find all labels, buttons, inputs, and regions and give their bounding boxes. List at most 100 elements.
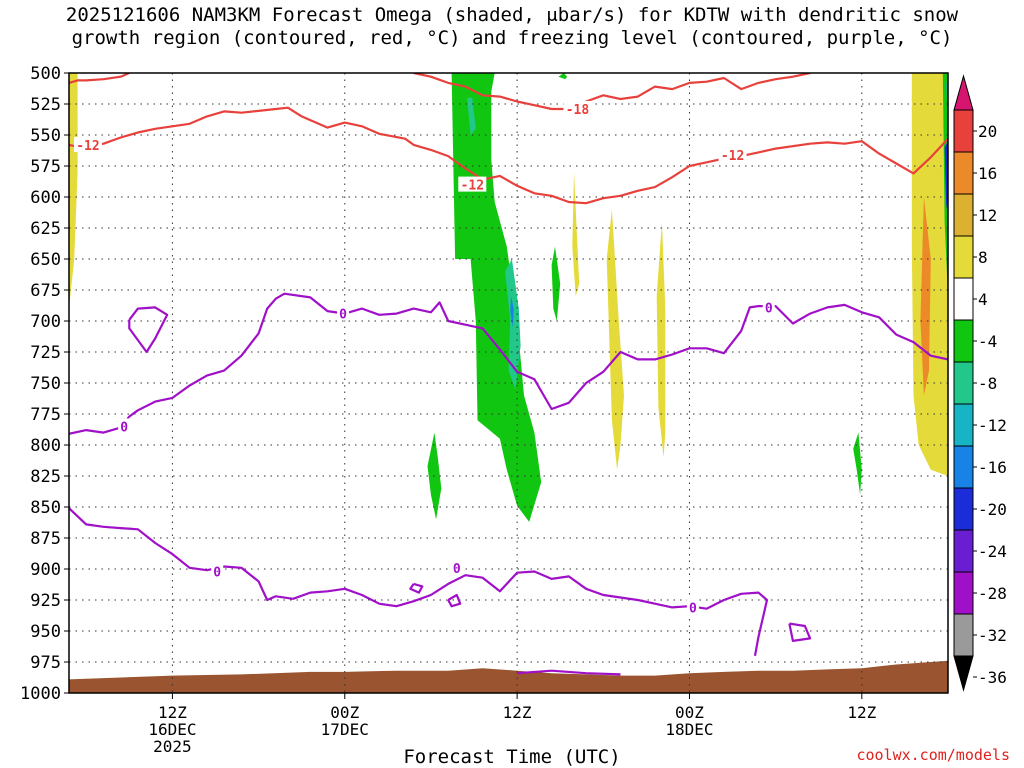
contour-purple-blob2 xyxy=(447,593,462,608)
contour-label-1: -12 xyxy=(461,179,484,194)
contour-label-bg-7 xyxy=(450,559,463,575)
shade-yellow-9 xyxy=(606,209,624,470)
colorbar-label-6: -8 xyxy=(978,374,997,393)
contour-purple-blob1 xyxy=(409,582,424,594)
contour-label-3: -12 xyxy=(721,149,744,164)
contour-label-bg-2 xyxy=(563,100,592,116)
chart-title: 2025121606 NAM3KM Forecast Omega (shaded… xyxy=(0,4,1024,50)
title-line-1: 2025121606 NAM3KM Forecast Omega (shaded… xyxy=(65,4,959,26)
y-tick-label-825: 825 xyxy=(30,467,61,487)
y-tick-label-725: 725 xyxy=(30,343,61,363)
contour-label-8: 0 xyxy=(689,601,697,616)
terrain-ground xyxy=(69,660,948,693)
x-tick-label-52-0: 12Z xyxy=(847,703,876,722)
x-tick-label-12-2: 2025 xyxy=(153,737,192,756)
colorbar-band-8 xyxy=(953,403,974,447)
contours xyxy=(69,73,948,676)
y-tick-label-950: 950 xyxy=(30,622,61,642)
contour-purple-main xyxy=(69,292,948,435)
contour-label-bg-9 xyxy=(762,299,775,315)
y-tick-label-850: 850 xyxy=(30,498,61,518)
colorbar-label-10: -24 xyxy=(978,542,1007,561)
colorbar-band-3 xyxy=(953,193,974,237)
colorbar-top-triangle xyxy=(953,74,974,111)
y-tick-label-500: 500 xyxy=(30,64,61,84)
contour-label-5: 0 xyxy=(213,565,221,580)
x-tick-label-22-0: 00Z xyxy=(330,703,359,722)
colorbar-label-1: 16 xyxy=(978,164,997,183)
contour-purple-surface xyxy=(517,669,621,676)
axes: 500 525 550 575 600 625 650 675 700 725 750 775 800 8… xyxy=(20,64,949,756)
shade-blue-14 xyxy=(944,141,948,210)
contour-purple-lower xyxy=(69,507,769,656)
shade-green-0 xyxy=(451,73,542,522)
y-tick-label-750: 750 xyxy=(30,374,61,394)
y-tick-label-975: 975 xyxy=(30,653,61,673)
contour-label-0: -12 xyxy=(76,139,99,154)
x-tick-label-42-1: 18DEC xyxy=(665,720,713,739)
x-tick-label-32-0: 12Z xyxy=(503,703,532,722)
colorbar-label-3: 8 xyxy=(978,248,988,267)
terrain-area xyxy=(69,660,948,693)
colorbar-label-4: 4 xyxy=(978,290,988,309)
contour-purple-loop xyxy=(128,306,169,354)
y-tick-label-600: 600 xyxy=(30,188,61,208)
colorbar: 20 16 12 8 4 -4 -8 -12 -16 -20 -24 -28 -32 -36 xyxy=(953,74,1007,692)
colorbar-band-2 xyxy=(953,151,974,195)
contour-label-bg-4 xyxy=(118,418,131,434)
colorbar-label-12: -32 xyxy=(978,626,1007,645)
contour-label-bg-1 xyxy=(458,176,487,192)
y-tick-label-800: 800 xyxy=(30,436,61,456)
shade-green-5 xyxy=(551,246,561,321)
colorbar-bottom-triangle xyxy=(953,655,974,692)
y-tick-label-575: 575 xyxy=(30,157,61,177)
x-tick-label-12-0: 12Z xyxy=(158,703,187,722)
colorbar-band-13 xyxy=(953,613,974,657)
contour-label-2: -18 xyxy=(566,103,590,118)
contour-labels: -12 -12 -18 -12 0 0 0 0 0 0 xyxy=(73,100,775,616)
contour-red-18 xyxy=(413,73,811,111)
colorbar-band-10 xyxy=(953,487,974,531)
contour-purple-blob3 xyxy=(788,622,812,643)
x-axis-title: Forecast Time (UTC) xyxy=(403,746,621,768)
shade-green-13 xyxy=(942,73,948,297)
y-tick-label-900: 900 xyxy=(30,560,61,580)
colorbar-band-1 xyxy=(953,109,974,153)
shade-yellow-10 xyxy=(656,221,666,458)
y-tick-label-525: 525 xyxy=(30,95,61,115)
contour-label-bg-6 xyxy=(337,305,350,321)
omega-shading xyxy=(69,73,948,522)
contour-label-bg-8 xyxy=(686,599,699,615)
shade-green-7 xyxy=(558,73,568,80)
credit-link[interactable]: coolwx.com/models xyxy=(856,746,1010,764)
contour-label-4: 0 xyxy=(120,420,128,435)
colorbar-label-11: -28 xyxy=(978,584,1007,603)
y-tick-label-775: 775 xyxy=(30,405,61,425)
colorbar-band-11 xyxy=(953,529,974,573)
y-tick-label-675: 675 xyxy=(30,281,61,301)
shade-teal-1 xyxy=(467,97,476,135)
colorbar-label-13: -36 xyxy=(978,668,1007,687)
contour-red-upper xyxy=(69,73,130,84)
shade-blue-3 xyxy=(510,296,514,328)
y-tick-label-1000: 1000 xyxy=(20,684,61,704)
contour-label-bg-3 xyxy=(718,146,747,162)
colorbar-label-0: 20 xyxy=(978,122,997,141)
y-tick-label-700: 700 xyxy=(30,312,61,332)
contour-label-bg-5 xyxy=(211,563,224,579)
contour-label-7: 0 xyxy=(453,562,461,577)
x-tick-label-12-1: 16DEC xyxy=(148,720,196,739)
y-tick-label-875: 875 xyxy=(30,529,61,549)
contour-label-9: 0 xyxy=(765,301,773,316)
x-tick-label-42-0: 00Z xyxy=(675,703,704,722)
colorbar-band-4 xyxy=(953,235,974,279)
y-tick-label-550: 550 xyxy=(30,126,61,146)
shade-yellow-11 xyxy=(69,73,78,309)
contour-label-6: 0 xyxy=(339,308,347,323)
x-tick-label-22-1: 17DEC xyxy=(321,720,369,739)
colorbar-label-5: -4 xyxy=(978,332,997,351)
contour-label-bg-0 xyxy=(73,136,102,152)
colorbar-band-5 xyxy=(953,277,974,321)
y-tick-label-650: 650 xyxy=(30,250,61,270)
